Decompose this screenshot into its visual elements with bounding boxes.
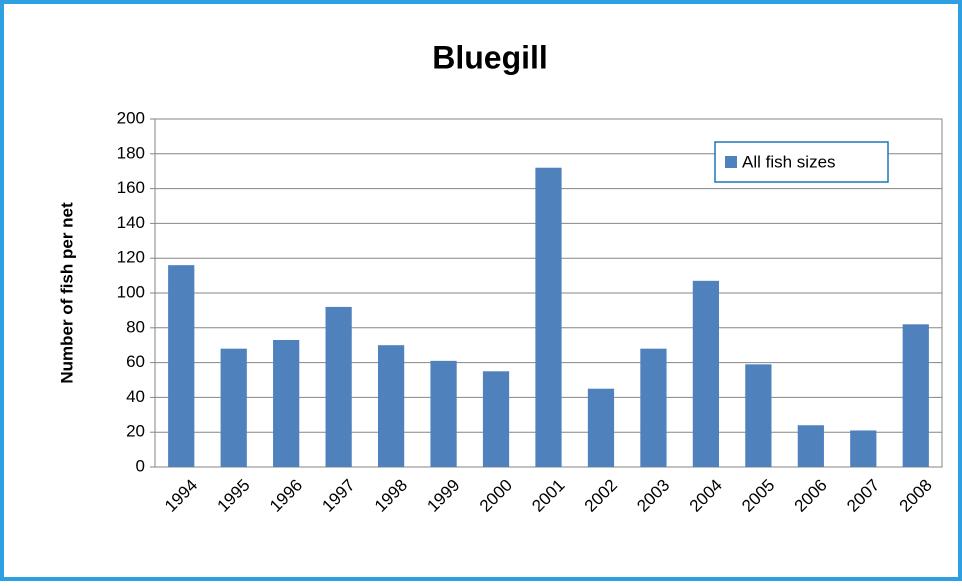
bar: [377, 345, 405, 467]
bar: [797, 425, 824, 467]
y-tick-label: 60: [126, 352, 145, 371]
bar: [850, 430, 877, 467]
y-tick-label: 160: [117, 178, 145, 197]
y-tick-label: 100: [117, 282, 145, 301]
bar: [640, 348, 667, 467]
y-tick-label: 140: [117, 213, 145, 232]
bar: [325, 306, 352, 467]
bar: [587, 388, 615, 467]
y-tick-label: 200: [117, 108, 145, 127]
legend-label: All fish sizes: [742, 152, 836, 171]
y-tick-label: 0: [136, 456, 145, 475]
bar: [692, 280, 720, 467]
bar: [273, 339, 300, 467]
bar: [482, 371, 510, 467]
y-axis-label: Number of fish per net: [57, 202, 76, 384]
bar: [902, 324, 929, 467]
bar: [535, 167, 562, 467]
y-tick-label: 180: [117, 143, 145, 162]
chart-title: Bluegill: [432, 39, 548, 75]
bar: [430, 360, 457, 467]
y-tick-label: 80: [126, 317, 145, 336]
bar: [745, 364, 772, 467]
legend-swatch: [725, 156, 737, 168]
y-tick-label: 20: [126, 422, 145, 441]
legend-box: [714, 141, 889, 183]
y-tick-label: 120: [117, 248, 145, 267]
bar: [168, 265, 195, 467]
bar: [220, 348, 247, 467]
y-tick-label: 40: [126, 387, 145, 406]
